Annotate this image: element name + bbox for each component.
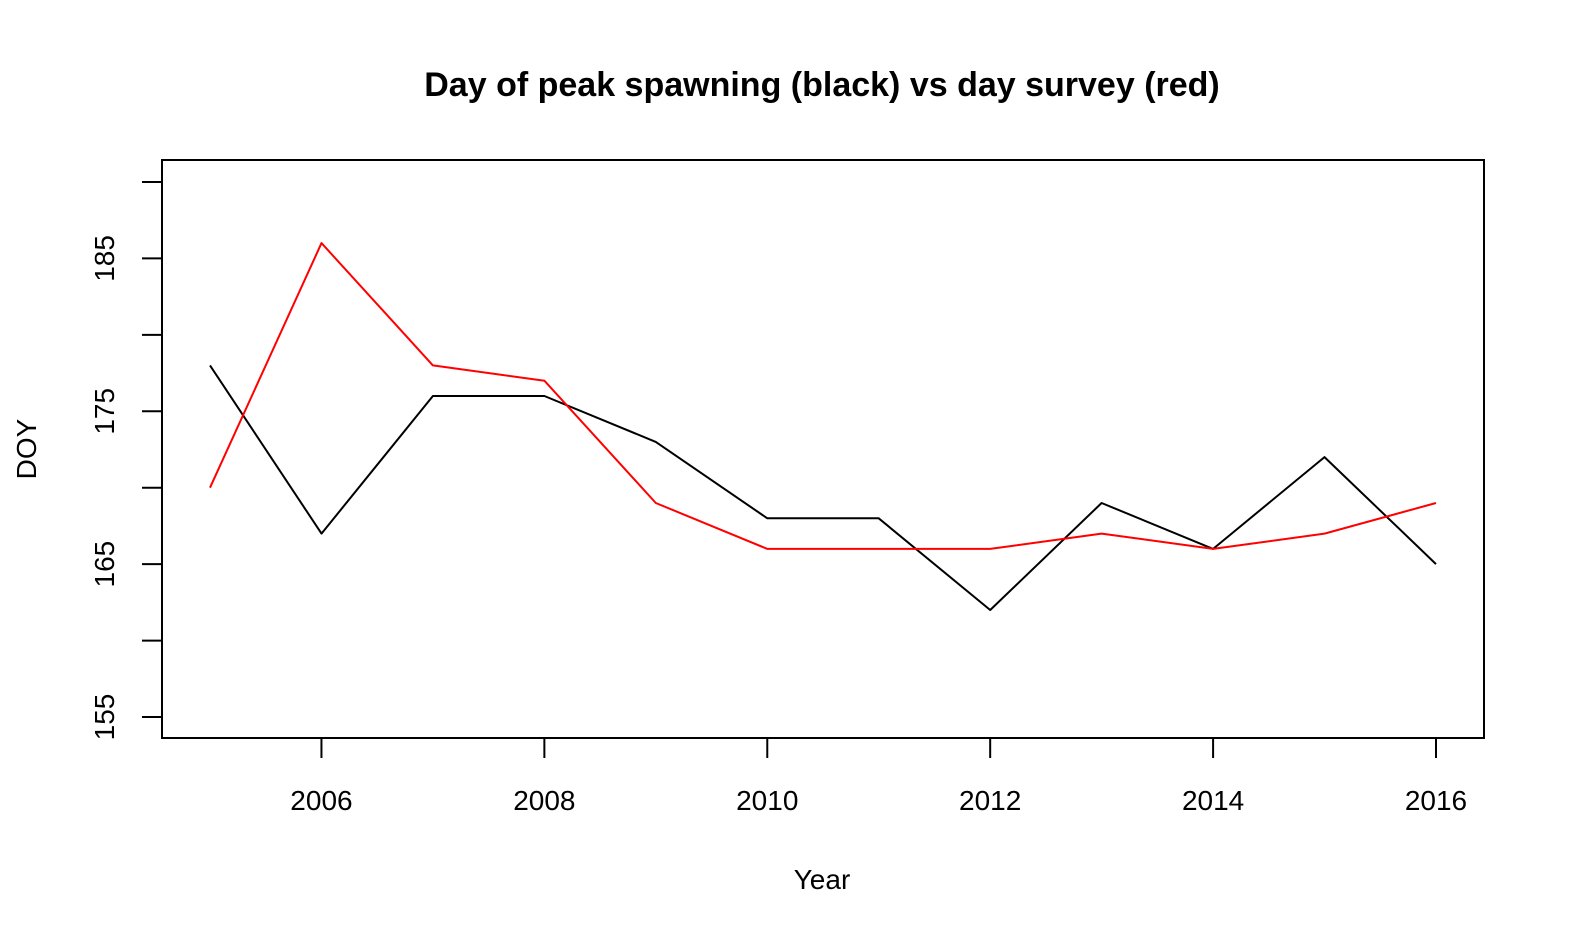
chart-title: Day of peak spawning (black) vs day surv…	[424, 66, 1220, 104]
x-tick-label: 2016	[1405, 785, 1467, 816]
y-axis-label: DOY	[11, 418, 42, 479]
x-axis-ticks: 2006 2008 2010 2012 2014 2016	[290, 738, 1467, 816]
x-tick-label: 2012	[959, 785, 1021, 816]
x-tick-label: 2010	[736, 785, 798, 816]
y-axis-ticks: 155 165 175 185	[89, 181, 162, 741]
y-tick-label: 185	[89, 235, 120, 282]
x-axis-label: Year	[794, 864, 851, 895]
y-tick-label: 155	[89, 694, 120, 741]
series-line-red	[209, 242, 1437, 550]
series-layer	[209, 242, 1437, 611]
x-tick-label: 2008	[513, 785, 575, 816]
series-line-black	[209, 364, 1437, 611]
x-tick-label: 2014	[1182, 785, 1244, 816]
plot-frame	[161, 159, 1485, 739]
y-tick-label: 175	[89, 388, 120, 435]
y-tick-label: 165	[89, 541, 120, 588]
x-tick-label: 2006	[290, 785, 352, 816]
